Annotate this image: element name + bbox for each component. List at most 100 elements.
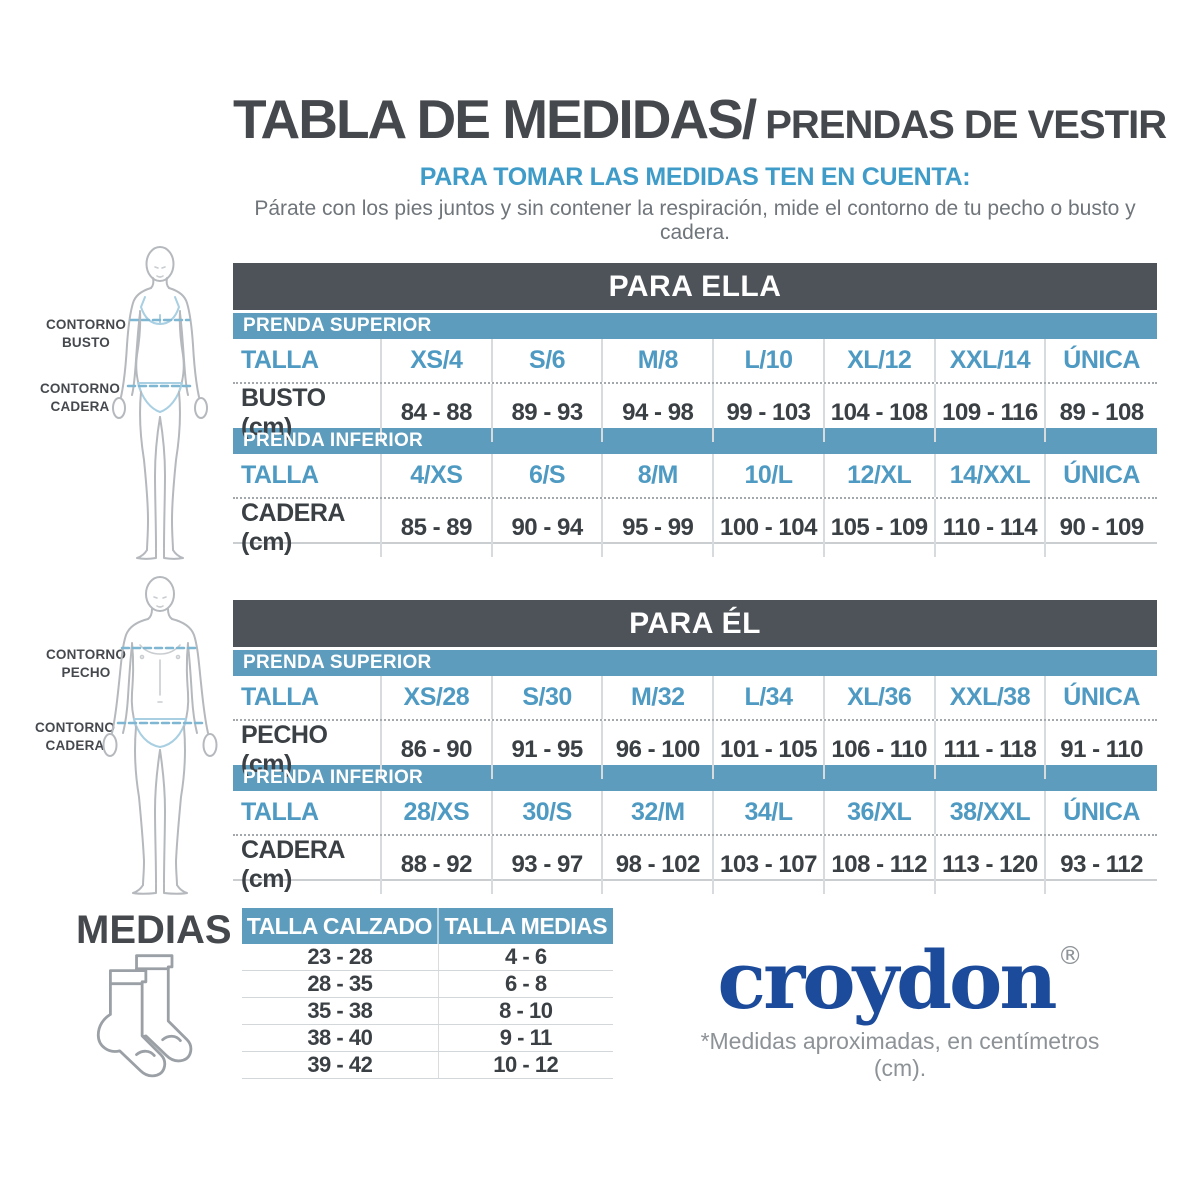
size-cell: L/10 [714,339,825,382]
measure-cell: 91 - 95 [493,721,604,779]
measure-cell: 101 - 105 [714,721,825,779]
measure-cell: 86 - 90 [382,721,493,779]
el-inferior-size-row: TALLA 28/XS 30/S 32/M 34/L 36/XL 38/XXL … [233,791,1157,836]
measure-cell: 89 - 93 [493,384,604,442]
medias-row: 39 - 42 10 - 12 [242,1052,613,1079]
measure-cell: 108 - 112 [825,836,936,894]
medias-cell: 35 - 38 [242,998,439,1024]
size-row-label: TALLA [233,791,382,834]
medias-table: TALLA CALZADO TALLA MEDIAS 23 - 28 4 - 6… [242,908,613,1079]
medias-cell: 10 - 12 [493,1052,559,1077]
medias-cell: 23 - 28 [242,944,439,970]
size-cell: 30/S [493,791,604,834]
medias-row: 38 - 40 9 - 11 [242,1025,613,1052]
medias-row: 35 - 38 8 - 10 [242,998,613,1025]
ella-hip-row: CADERA (cm) 85 - 89 90 - 94 95 - 99 100 … [233,499,1157,557]
measure-cell: 85 - 89 [382,499,493,557]
male-figure-icon [102,576,218,895]
measure-cell: 93 - 112 [1060,851,1144,878]
measure-cell: 95 - 99 [603,499,715,557]
measure-cell: 110 - 114 [936,499,1047,557]
measure-cell: 91 - 110 [1060,736,1144,763]
size-cell: XL/36 [825,676,936,719]
size-cell: L/34 [714,676,825,719]
size-cell: 4/XS [382,454,493,497]
measure-cell: 111 - 118 [936,721,1047,779]
size-row-label: TALLA [233,676,382,719]
ella-superior-size-row: TALLA XS/4 S/6 M/8 L/10 XL/12 XXL/14 ÚNI… [233,339,1157,384]
measure-cell: 109 - 116 [936,384,1047,442]
size-cell: S/30 [493,676,604,719]
measure-cell: 84 - 88 [382,384,493,442]
size-cell: 34/L [714,791,825,834]
male-chest-contour-label: CONTORNO PECHO [45,647,127,681]
table-el-title: PARA ÉL [233,600,1157,647]
measure-cell: 100 - 104 [714,499,825,557]
ella-inferior-size-row: TALLA 4/XS 6/S 8/M 10/L 12/XL 14/XXL ÚNI… [233,454,1157,499]
measure-cell: 93 - 97 [493,836,604,894]
size-cell: XL/12 [825,339,936,382]
measure-cell: 99 - 103 [714,384,825,442]
ella-prenda-superior-bar: PRENDA SUPERIOR [233,313,1157,339]
medias-header-calzado: TALLA CALZADO [242,908,439,944]
female-figure-illustration [95,245,225,565]
measure-cell: 96 - 100 [603,721,715,779]
medias-cell: 39 - 42 [242,1052,439,1078]
size-cell: XS/4 [382,339,493,382]
ella-bust-row: BUSTO (cm) 84 - 88 89 - 93 94 - 98 99 - … [233,384,1157,442]
female-hip-contour-label: CONTORNO CADERA [39,381,121,415]
size-cell: 38/XXL [936,791,1047,834]
table-ella-title: PARA ELLA [233,263,1157,310]
ella-prenda-inferior-bar: PRENDA INFERIOR [233,428,1157,454]
measure-cell: 113 - 120 [936,836,1047,894]
size-cell: ÚNICA [1063,798,1140,826]
tip-heading: PARA TOMAR LAS MEDIDAS TEN EN CUENTA: [419,163,971,191]
table-para-el: PARA ÉL PRENDA SUPERIOR TALLA XS/28 S/30… [233,600,1157,894]
size-cell: 12/XL [825,454,936,497]
el-superior-size-row: TALLA XS/28 S/30 M/32 L/34 XL/36 XXL/38 … [233,676,1157,721]
page-title: TABLA DE MEDIDAS/ PRENDAS DE VESTIR [233,92,1167,147]
medias-row: 28 - 35 6 - 8 [242,971,613,998]
el-prenda-inferior-bar: PRENDA INFERIOR [233,765,1157,791]
medias-cell: 28 - 35 [242,971,439,997]
measure-cell: 89 - 108 [1059,399,1145,426]
footnote: *Medidas aproximadas, en centímetros (cm… [700,1028,1100,1081]
table-para-ella: PARA ELLA PRENDA SUPERIOR TALLA XS/4 S/6… [233,263,1157,557]
size-row-label: TALLA [233,454,382,497]
size-cell: XS/28 [382,676,493,719]
size-cell: M/8 [603,339,715,382]
measure-row-label: CADERA (cm) [233,836,382,894]
measure-row-label: CADERA (cm) [233,499,382,557]
brand-block: croydon ® *Medidas aproximadas, en centím… [680,938,1120,1082]
size-cell: 36/XL [825,791,936,834]
size-cell: ÚNICA [1063,461,1140,489]
medias-cell: 6 - 8 [505,971,547,996]
size-cell: 8/M [603,454,715,497]
el-prenda-superior-bar: PRENDA SUPERIOR [233,650,1157,676]
brand-name: croydon [717,933,1057,1027]
measure-cell: 88 - 92 [382,836,493,894]
size-cell: 28/XS [382,791,493,834]
tip-body: Párate con los pies juntos y sin contene… [254,197,1136,244]
size-cell: XXL/14 [936,339,1047,382]
medias-title: MEDIAS [76,908,232,952]
size-cell: 32/M [603,791,715,834]
measure-cell: 94 - 98 [603,384,715,442]
size-cell: S/6 [493,339,604,382]
registered-trademark-symbol: ® [1057,941,1083,970]
medias-header-medias: TALLA MEDIAS [444,912,608,939]
male-hip-contour-label: CONTORNO CADERA [34,720,116,754]
measure-cell: 104 - 108 [825,384,936,442]
medias-header-row: TALLA CALZADO TALLA MEDIAS [242,908,613,944]
size-cell: ÚNICA [1063,683,1140,711]
female-figure-icon [112,246,208,560]
el-chest-row: PECHO (cm) 86 - 90 91 - 95 96 - 100 101 … [233,721,1157,779]
page-header: TABLA DE MEDIDAS/ PRENDAS DE VESTIR PARA… [233,92,1167,245]
measure-cell: 106 - 110 [825,721,936,779]
socks-illustration [88,950,200,1097]
measure-cell: 90 - 109 [1059,514,1145,541]
measure-cell: 103 - 107 [714,836,825,894]
medias-cell: 38 - 40 [242,1025,439,1051]
measure-cell: 105 - 109 [825,499,936,557]
medias-row: 23 - 28 4 - 6 [242,944,613,971]
